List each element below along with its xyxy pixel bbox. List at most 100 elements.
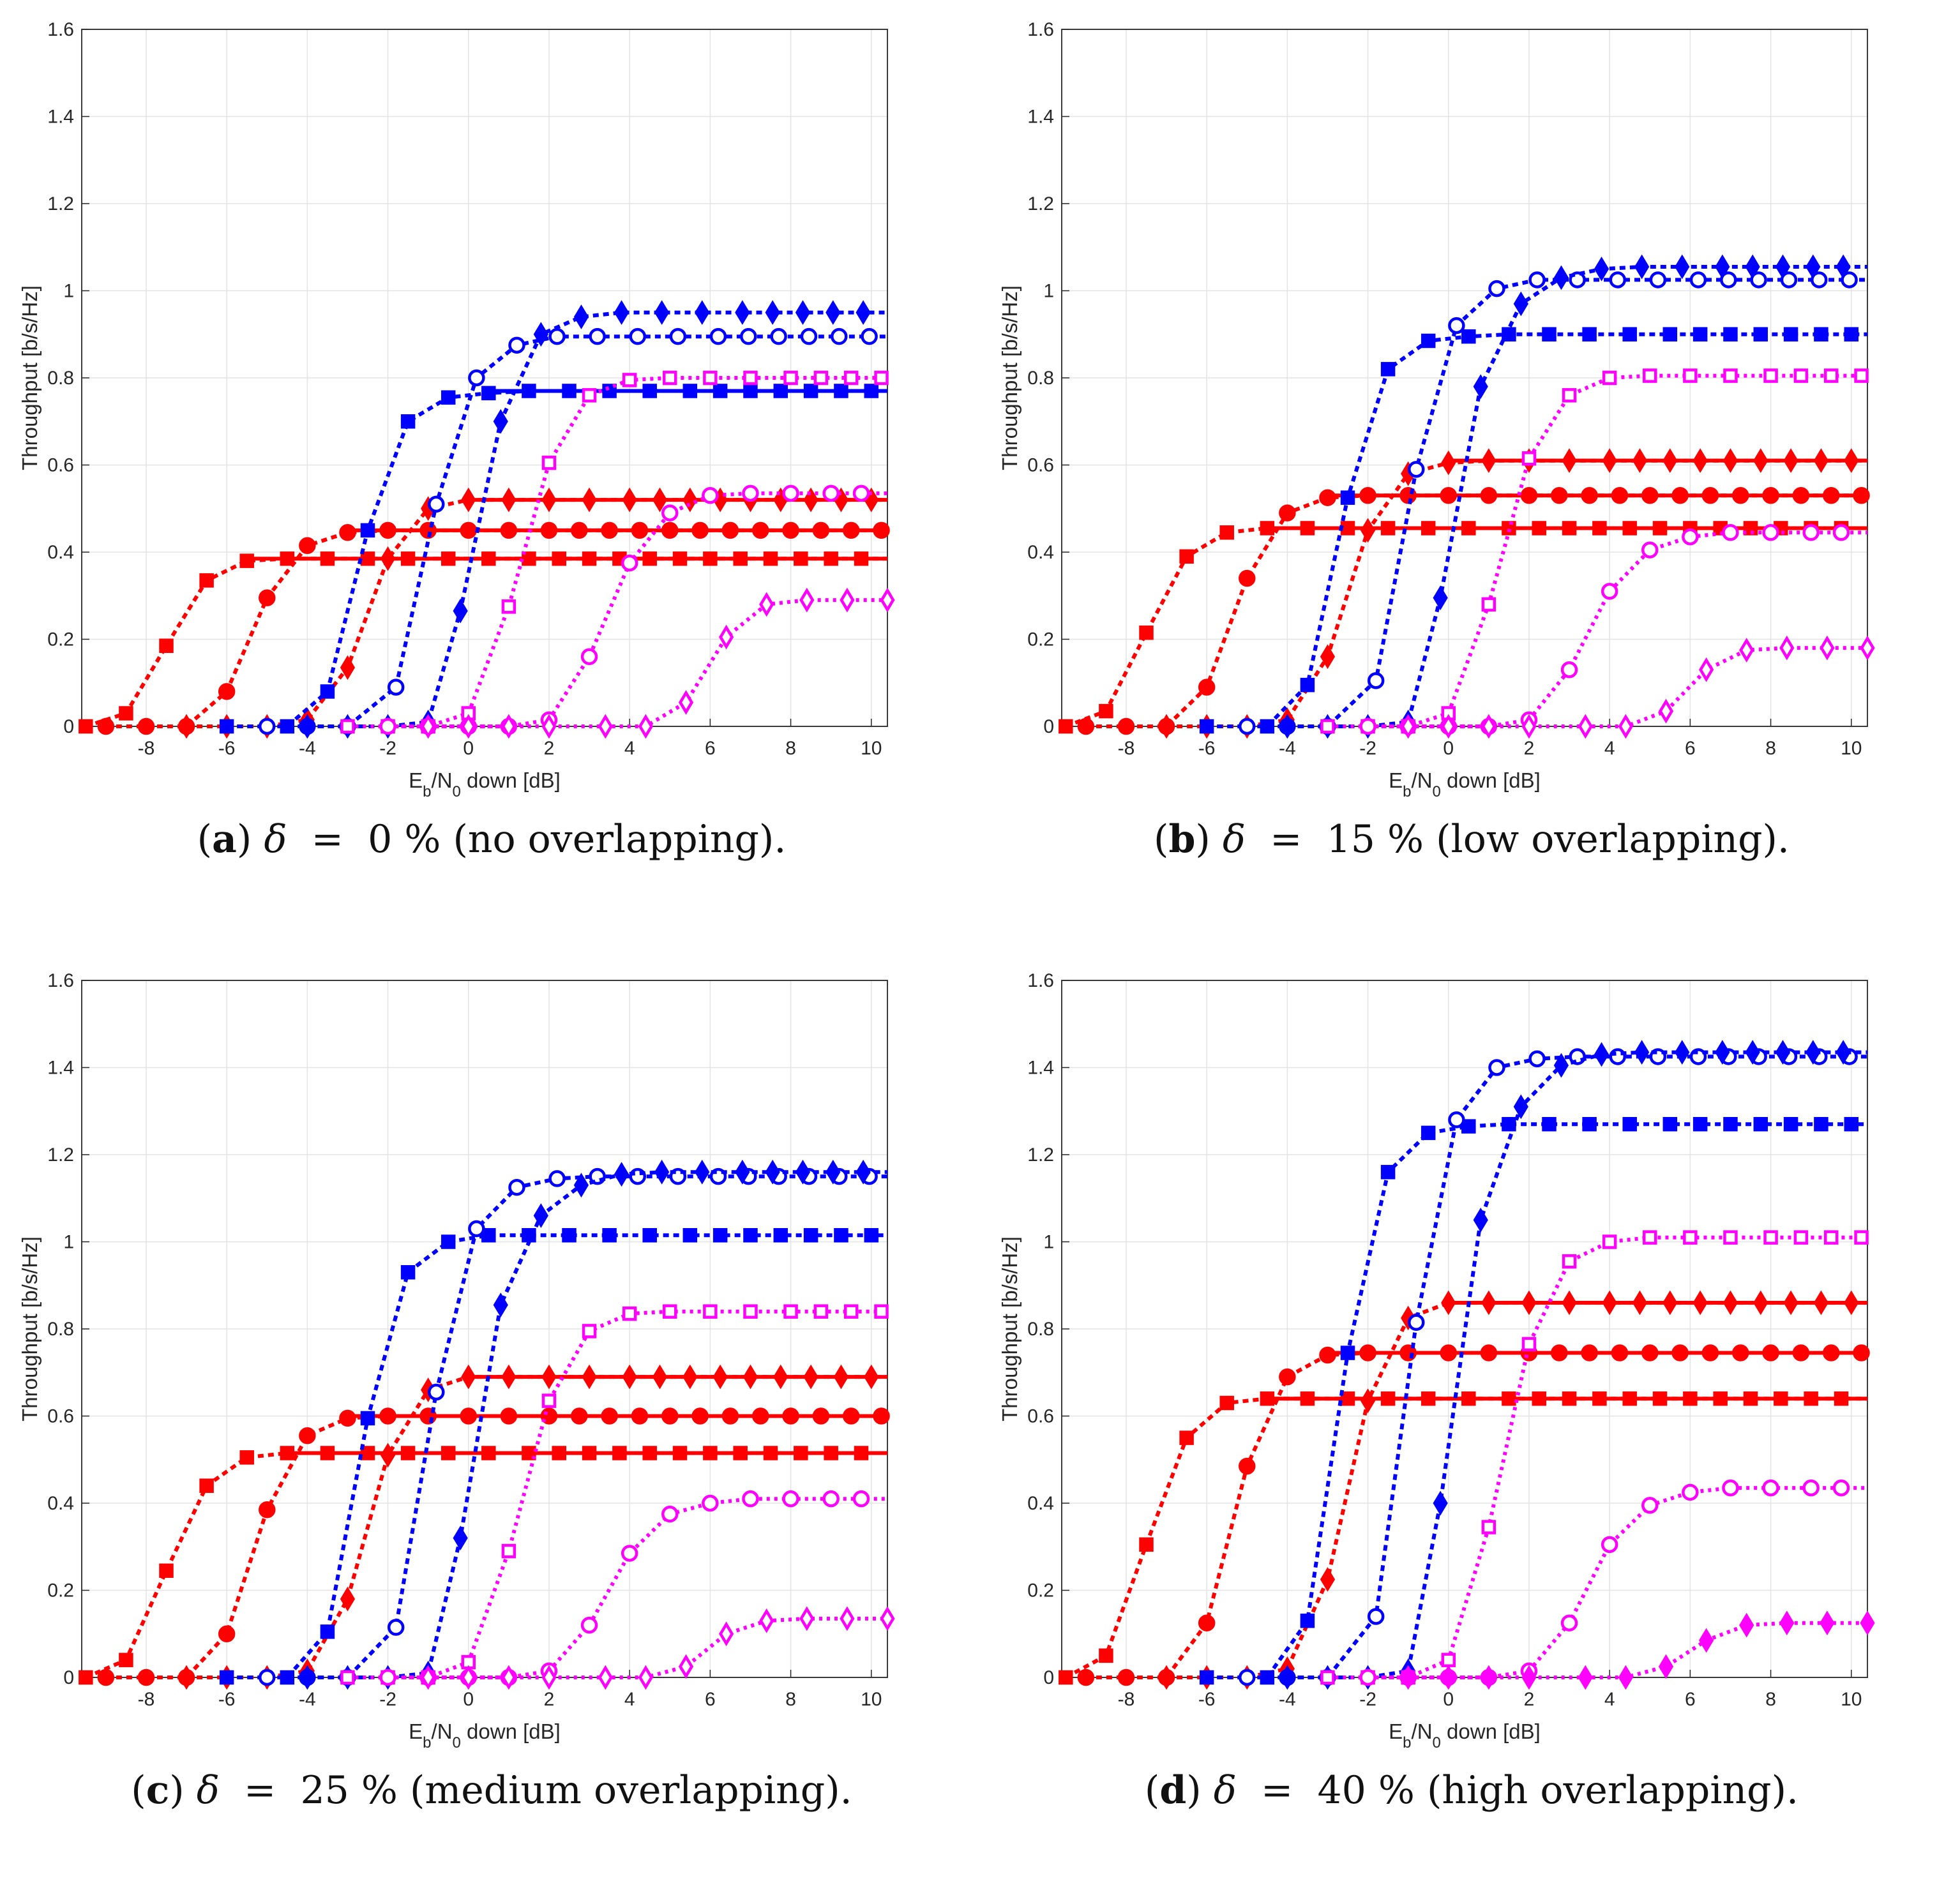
marker-diamond [1775, 1040, 1791, 1065]
marker-square [1260, 1391, 1275, 1406]
marker-diamond [880, 1606, 895, 1631]
marker-square [1320, 1670, 1335, 1685]
marker-square [552, 1446, 566, 1460]
marker-circle [97, 717, 115, 735]
marker-diamond [1360, 1388, 1376, 1413]
marker-circle [782, 1407, 799, 1425]
marker-diamond [461, 1364, 476, 1390]
marker-diamond [1562, 448, 1577, 474]
marker-diamond [541, 1364, 557, 1390]
marker-square [119, 1653, 133, 1667]
marker-square [219, 1670, 234, 1685]
chart-c: -8 -6 -4 -2 0 2 4 6 8 10 0 0.2 0.4 0.6 0.8 1 1.2 1.4 1.6 Eb… [18, 970, 895, 1751]
x-tick-label: 2 [1524, 1689, 1535, 1710]
y-tick-label: 0.8 [1027, 368, 1054, 389]
marker-diamond [803, 1364, 818, 1390]
marker-circle [97, 1668, 115, 1686]
marker-square [1340, 490, 1355, 505]
marker-diamond [1441, 714, 1456, 739]
marker-circle [1611, 487, 1629, 504]
marker-diamond [1481, 1665, 1496, 1690]
marker-circle [1480, 487, 1498, 504]
y-tick-label: 1 [1043, 1232, 1054, 1253]
marker-square [400, 1446, 416, 1460]
x-tick-label: 0 [463, 738, 474, 759]
panel-a: -8 -6 -4 -2 0 2 4 6 8 10 0 0.2 0.4 0.6 0.8 1 1.2 1.4 1.6 Eb… [6, 6, 977, 913]
marker-square [1844, 1116, 1859, 1132]
marker-square [803, 1228, 818, 1243]
marker-diamond [1159, 1665, 1174, 1690]
marker-diamond [1675, 254, 1690, 280]
marker-square [1179, 1430, 1194, 1445]
x-tick-label: 4 [1604, 738, 1615, 759]
y-tick-label: 1.6 [1027, 19, 1054, 40]
marker-square [1652, 1391, 1668, 1406]
x-tick-label: -8 [1118, 1689, 1135, 1710]
marker-circle [721, 1407, 739, 1425]
x-tick-label: 4 [624, 738, 635, 759]
marker-circle [1731, 1344, 1749, 1361]
marker-square [1421, 521, 1436, 536]
y-tick-label: 0.4 [1027, 542, 1054, 563]
x-axis-label: Eb/N0 down [dB] [409, 1720, 561, 1751]
marker-diamond [1401, 1665, 1416, 1690]
marker-circle [339, 1409, 356, 1427]
marker-square [501, 1543, 516, 1559]
marker-diamond [1805, 1040, 1821, 1065]
x-tick-label: 4 [1604, 1689, 1615, 1710]
marker-diamond [1783, 1290, 1798, 1316]
marker-circle [137, 1668, 155, 1686]
y-tick-label: 0.6 [47, 1406, 74, 1427]
marker-square [703, 370, 718, 386]
marker-square [1542, 1116, 1557, 1132]
marker-circle [1440, 1344, 1458, 1361]
marker-diamond [1441, 1665, 1456, 1690]
caption-d: (d) δ = 40 % (high overlapping). [1144, 1768, 1799, 1813]
y-tick-label: 1.6 [47, 19, 74, 40]
marker-square [199, 573, 214, 588]
marker-diamond [743, 1364, 758, 1390]
marker-circle [137, 717, 155, 735]
marker-square [1622, 327, 1637, 341]
marker-circle [540, 521, 558, 539]
y-tick-label: 0.2 [47, 1580, 74, 1601]
marker-circle [1359, 1668, 1376, 1686]
marker-circle [740, 327, 757, 345]
y-tick-label: 0.8 [47, 368, 74, 389]
marker-diamond [1662, 1290, 1678, 1316]
marker-diamond [541, 1665, 557, 1690]
marker-circle [852, 484, 870, 502]
x-axis-label: Eb/N0 down [dB] [1389, 1720, 1541, 1751]
y-tick-label: 1.4 [1027, 1058, 1054, 1079]
marker-square [874, 370, 889, 386]
marker-square [320, 551, 335, 566]
marker-square [1481, 597, 1496, 612]
marker-square [1793, 1230, 1809, 1245]
marker-square [824, 551, 838, 566]
marker-circle [1239, 717, 1256, 735]
marker-square [1340, 1391, 1355, 1406]
marker-square [642, 551, 657, 566]
marker-diamond [1692, 1290, 1708, 1316]
y-axis-label: Throughput [b/s/Hz] [998, 1236, 1021, 1421]
x-tick-label: -2 [1359, 1689, 1376, 1710]
marker-diamond [533, 1203, 548, 1228]
marker-square [1219, 525, 1234, 540]
marker-diamond [1401, 714, 1416, 739]
marker-square [1562, 1391, 1577, 1406]
marker-circle [1198, 679, 1216, 696]
marker-square [1854, 368, 1869, 383]
marker-circle [1811, 271, 1828, 289]
marker-square [1260, 521, 1275, 536]
marker-square [733, 1446, 748, 1460]
marker-square [1582, 1116, 1597, 1132]
marker-circle [580, 648, 598, 666]
marker-circle [1319, 489, 1336, 506]
marker-circle [1802, 524, 1820, 541]
marker-diamond [1279, 1665, 1295, 1690]
series-line [1408, 646, 1867, 728]
marker-diamond [501, 1364, 516, 1390]
marker-square [1502, 521, 1516, 536]
marker-diamond [759, 592, 774, 617]
marker-square [813, 1304, 829, 1319]
